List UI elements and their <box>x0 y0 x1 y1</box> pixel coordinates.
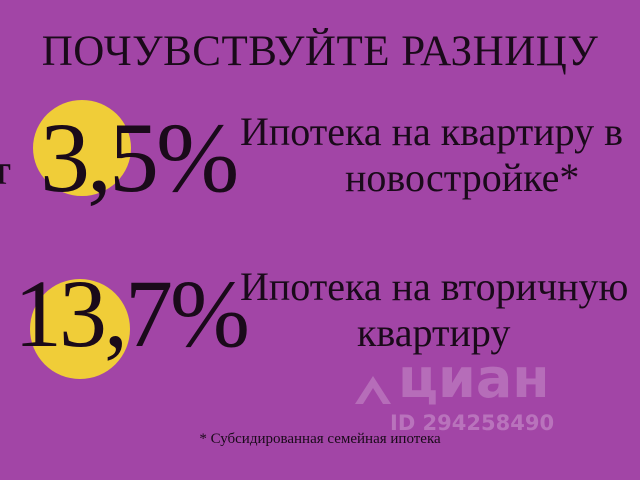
rate-prefix: от <box>0 148 11 194</box>
headline: ПОЧУВСТВУЙТЕ РАЗНИЦУ <box>41 28 599 75</box>
watermark-logo: циан <box>398 347 550 410</box>
watermark-id: ID 294258490 <box>390 411 555 435</box>
new-build-rate: 3,5% <box>40 102 239 213</box>
highlight-circle <box>33 100 131 196</box>
secondary-description-line2: квартиру <box>357 310 511 355</box>
new-build-description-line2: новостройке* <box>345 155 580 200</box>
highlight-circle <box>30 279 130 379</box>
secondary-description-line1: Ипотека на вторичную <box>240 264 629 309</box>
secondary-rate: 13,7% <box>14 260 250 367</box>
cian-roof-icon <box>355 376 391 404</box>
footnote: * Субсидированная семейная ипотека <box>199 431 441 447</box>
new-build-description-line1: Ипотека на квартиру в <box>240 109 624 154</box>
